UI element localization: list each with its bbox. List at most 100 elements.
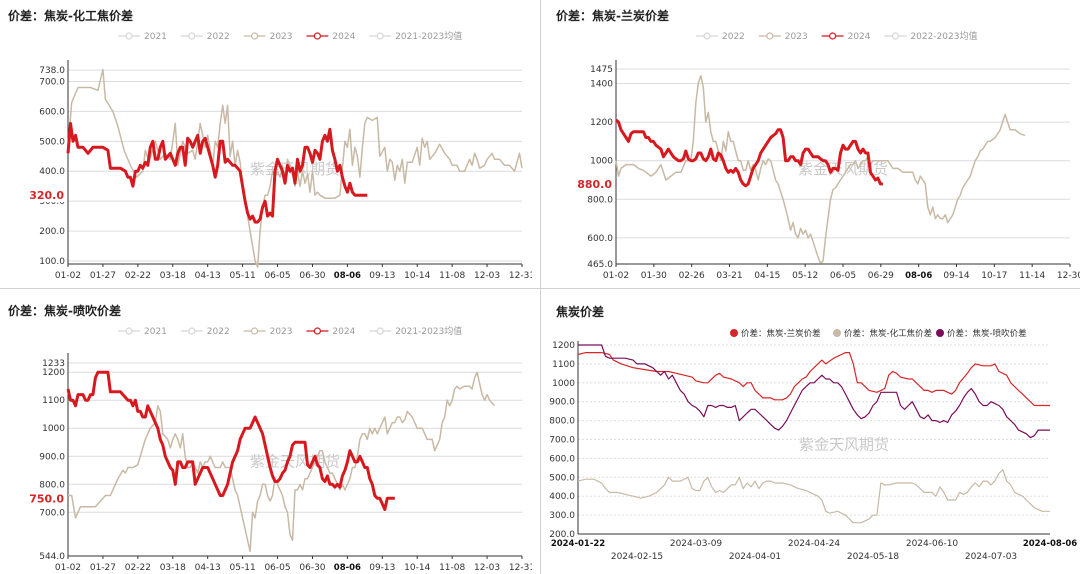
x-tick-label: 01-27 xyxy=(90,271,116,281)
y-tick-label: 1200 xyxy=(552,341,575,351)
x-tick-label: 08-06 xyxy=(334,271,361,281)
x-tick-label: 04-13 xyxy=(195,563,221,573)
y-tick-label: 1000 xyxy=(552,379,575,389)
legend-label: 2023 xyxy=(270,32,293,42)
x-tick-label: 12-30 xyxy=(1057,271,1080,281)
series-line-2023 xyxy=(615,74,1026,264)
y-tick-label: 1000 xyxy=(590,157,613,167)
x-tick-label: 03-21 xyxy=(716,271,742,281)
x-tick-label: 01-27 xyxy=(90,563,116,573)
watermark: 紫金天风期货 xyxy=(798,160,888,178)
horizontal-divider xyxy=(0,288,1080,289)
legend-label: 2022 xyxy=(207,32,230,42)
x-tick-label: 12-31 xyxy=(509,271,532,281)
legend-label: 2024 xyxy=(332,32,355,42)
y-tick-label: 300.0 xyxy=(549,511,575,521)
y-tick-label: 500.0 xyxy=(39,137,65,147)
chart-panel-jiaotan-jiacha: 焦炭价差 价差：焦炭-兰炭价差 价差：焦炭-化工焦价差 价差：焦炭-喷吹价差 1200 1… xyxy=(548,295,1080,574)
y-tick-label: 700.0 xyxy=(549,436,575,446)
legend-label: 价差：焦炭-兰炭价差 xyxy=(741,328,821,339)
y-tick-label: 800.0 xyxy=(587,195,613,205)
x-tick-label-bottom: 2024-05-18 xyxy=(847,552,900,562)
last-value-bg xyxy=(28,188,66,203)
chart-title: 焦炭价差 xyxy=(555,304,604,319)
watermark: 紫金天风期货 xyxy=(250,453,340,471)
last-value-bg xyxy=(28,491,66,506)
legend-marker xyxy=(313,327,321,335)
x-tick-label-top: 2024-08-06 xyxy=(1023,539,1077,549)
last-value-label: 750.0 xyxy=(29,492,64,505)
x-tick-label: 01-02 xyxy=(55,563,81,573)
legend-label: 2023 xyxy=(785,32,808,42)
legend-marker xyxy=(313,32,321,40)
legend-marker xyxy=(730,329,738,337)
x-tick-label: 06-29 xyxy=(868,271,894,281)
x-tick-label: 03-18 xyxy=(160,271,186,281)
legend-marker xyxy=(188,327,196,335)
legend-marker xyxy=(766,32,774,40)
x-tick-label-top: 2024-03-09 xyxy=(670,539,723,549)
x-tick-label: 12-03 xyxy=(474,563,500,573)
x-tick-label-top: 2024-01-22 xyxy=(551,539,605,549)
x-tick-label: 11-08 xyxy=(439,271,465,281)
x-tick-label: 09-13 xyxy=(369,271,395,281)
y-tick-label: 465.0 xyxy=(587,260,613,270)
x-tick-label: 06-30 xyxy=(299,563,325,573)
last-value-bg xyxy=(576,176,614,191)
x-tick-label: 04-13 xyxy=(195,271,221,281)
y-tick-label: 1233 xyxy=(42,359,65,369)
y-tick-label: 900.0 xyxy=(549,398,575,408)
x-tick-label: 04-15 xyxy=(754,271,780,281)
x-tick-label: 06-05 xyxy=(830,271,856,281)
y-tick-label: 100.0 xyxy=(39,257,65,267)
y-tick-label: 1400 xyxy=(590,79,613,89)
y-tick-label: 200.0 xyxy=(39,227,65,237)
legend-marker xyxy=(833,329,841,337)
legend-marker xyxy=(251,327,259,335)
legend-label: 价差：焦炭-喷吹价差 xyxy=(947,328,1027,339)
x-tick-label: 10-17 xyxy=(981,271,1007,281)
chart-lantan: 价差：焦炭-兰炭价差 2022 2023 2024 2022-2023均值 1475 140… xyxy=(556,8,1080,281)
x-tick-label: 02-22 xyxy=(125,563,151,573)
series-line-2024 xyxy=(615,118,883,188)
y-tick-label: 700.0 xyxy=(39,77,65,87)
y-tick-label: 1100 xyxy=(42,396,65,406)
legend-label: 2023 xyxy=(270,327,293,337)
y-tick-label: 1200 xyxy=(590,118,613,128)
chart-panel-penchui: 价差：焦炭-喷吹价差 2021 2022 2023 2024 2021-2023均值 123… xyxy=(0,295,532,574)
x-tick-label: 06-05 xyxy=(264,563,290,573)
y-tick-label: 1200 xyxy=(42,368,65,378)
chart-title: 价差：焦炭-兰炭价差 xyxy=(556,8,669,23)
x-tick-label: 02-22 xyxy=(125,271,151,281)
chart-title: 价差：焦炭-喷吹价差 xyxy=(8,303,121,318)
x-tick-label: 01-30 xyxy=(641,271,667,281)
x-tick-label: 03-18 xyxy=(160,563,186,573)
y-tick-label: 1475 xyxy=(590,65,613,75)
x-tick-label: 05-11 xyxy=(230,271,256,281)
legend-marker xyxy=(125,32,133,40)
last-value-label: 880.0 xyxy=(577,178,612,191)
chart-panel-huagongjiao: 价差：焦炭-化工焦价差 2021 2022 2023 2024 2021-2023均值 73… xyxy=(0,0,532,282)
legend-marker xyxy=(891,32,899,40)
legend-label: 2024 xyxy=(332,327,355,337)
legend-label: 2021-2023均值 xyxy=(395,325,462,337)
chart-penchui: 价差：焦炭-喷吹价差 2021 2022 2023 2024 2021-2023均值 123… xyxy=(8,303,532,573)
legend-marker xyxy=(188,32,196,40)
x-tick-label: 12-03 xyxy=(474,271,500,281)
y-tick-label: 1100 xyxy=(552,360,575,370)
legend-label: 2022 xyxy=(207,327,230,337)
legend-marker xyxy=(376,32,384,40)
x-tick-label-bottom: 2024-07-03 xyxy=(965,552,1017,562)
x-tick-label-top: 2024-04-24 xyxy=(788,539,841,549)
x-tick-label: 01-02 xyxy=(603,271,629,281)
y-tick-label: 544.0 xyxy=(39,552,65,562)
series-line-2023 xyxy=(68,371,496,553)
y-tick-label: 800.0 xyxy=(39,480,65,490)
y-tick-label: 600.0 xyxy=(549,454,575,464)
y-tick-label: 800.0 xyxy=(549,417,575,427)
legend-label: 2022 xyxy=(722,32,745,42)
legend-marker xyxy=(829,32,837,40)
chart-title: 价差：焦炭-化工焦价差 xyxy=(8,8,133,23)
x-tick-label: 09-13 xyxy=(369,563,395,573)
